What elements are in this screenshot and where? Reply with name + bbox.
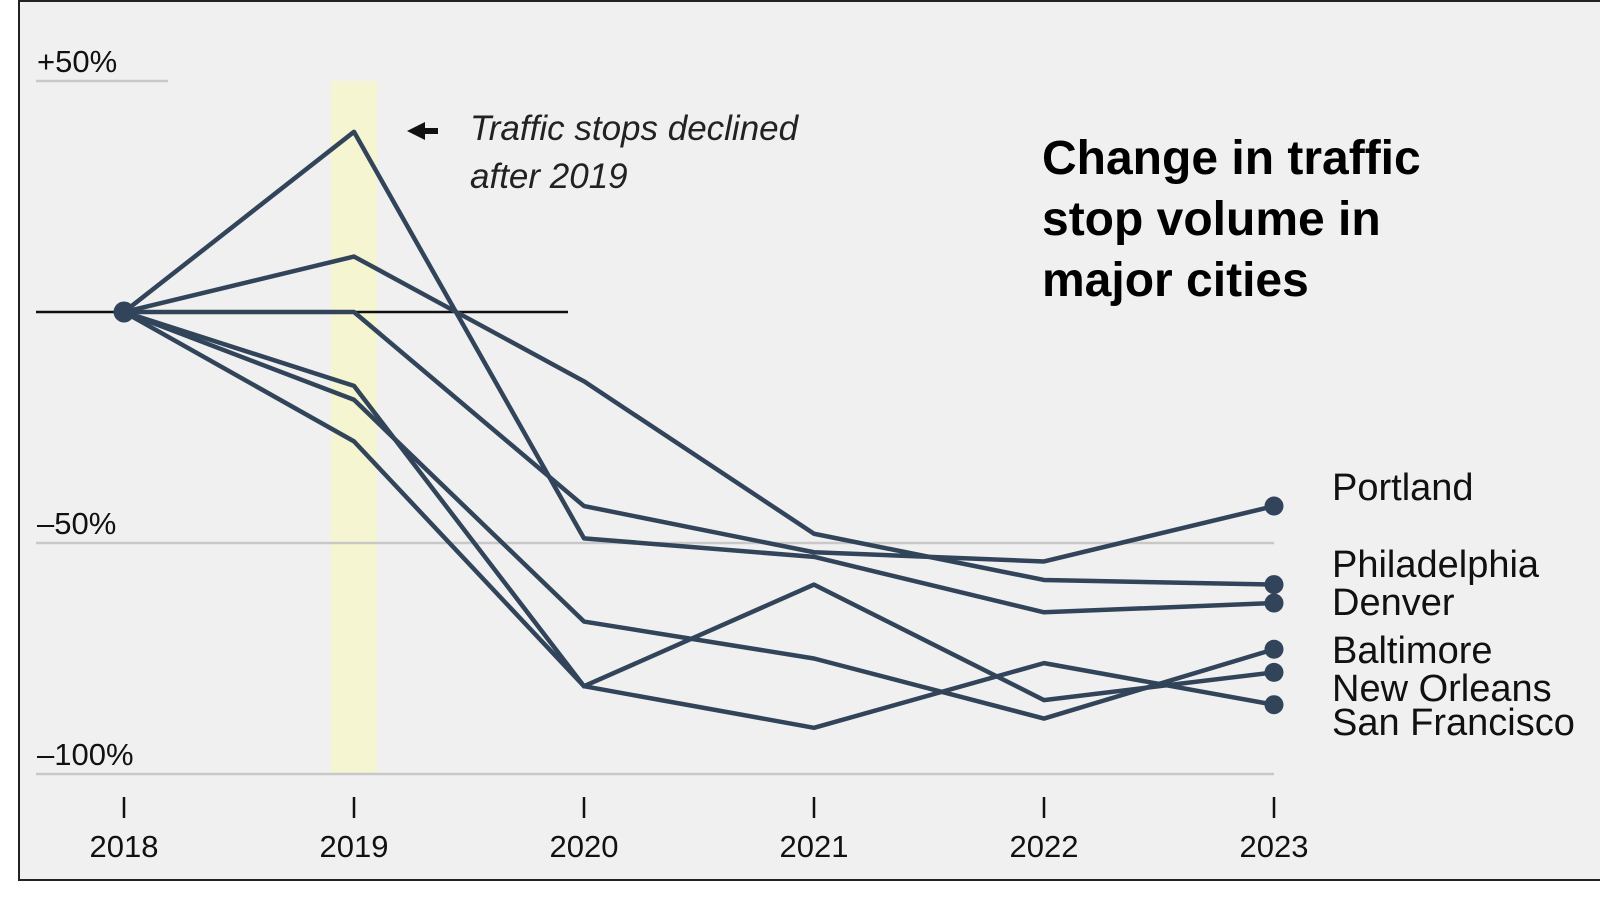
x-tick-label: 2021	[780, 829, 849, 864]
series-label-denver: Denver	[1332, 582, 1455, 624]
x-tick-label: 2023	[1240, 829, 1309, 864]
annotation-arrow-icon	[407, 122, 438, 140]
end-point-denver	[1264, 593, 1284, 613]
series-line-portland	[124, 309, 1275, 564]
y-tick-label: –100%	[37, 737, 134, 772]
end-point-new-orleans	[1264, 662, 1284, 682]
y-tick-label: –50%	[37, 506, 116, 541]
chart-frame	[18, 0, 1600, 881]
highlight-band-2019	[331, 81, 377, 774]
series-label-portland: Portland	[1332, 467, 1474, 509]
series-line-baltimore	[123, 309, 1275, 721]
series-line-san-francisco	[122, 310, 1275, 731]
end-point-philadelphia	[1264, 575, 1284, 595]
chart-title: Change in traffic stop volume in major c…	[1042, 132, 1421, 307]
x-tick-label: 2019	[320, 829, 389, 864]
series-label-philadelphia: Philadelphia	[1332, 544, 1540, 586]
series-line-philadelphia	[123, 254, 1275, 587]
series-label-baltimore: Baltimore	[1332, 630, 1493, 672]
annotation-line-1: Traffic stops declined	[470, 109, 800, 148]
x-tick-label: 2020	[550, 829, 619, 864]
end-point-san-francisco	[1264, 695, 1284, 715]
origin-point	[113, 301, 135, 323]
end-point-baltimore	[1264, 639, 1284, 659]
annotation-line-2: after 2019	[470, 157, 628, 196]
series-line-new-orleans	[123, 309, 1275, 703]
y-tick-label: +50%	[37, 44, 117, 79]
x-tick-label: 2022	[1010, 829, 1079, 864]
x-tick-label: 2018	[90, 829, 159, 864]
series-line-denver	[122, 129, 1275, 615]
series-label-new-orleans: New Orleans	[1332, 668, 1552, 710]
series-label-san-francisco: San Francisco	[1332, 702, 1575, 744]
end-point-portland	[1264, 496, 1284, 516]
